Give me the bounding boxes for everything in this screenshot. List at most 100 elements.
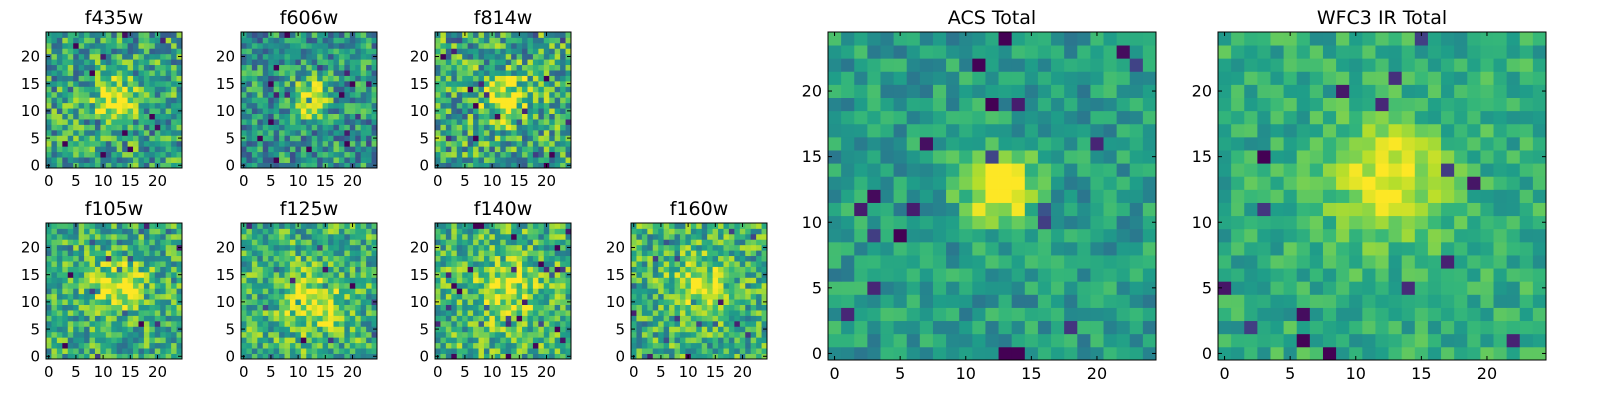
x-tick-label: 10	[94, 172, 113, 190]
heatmap-cell	[67, 348, 74, 354]
heatmap-cell	[122, 64, 128, 71]
heatmap-cell	[257, 37, 264, 44]
heatmap-cell	[527, 48, 534, 55]
heatmap-cell	[451, 42, 458, 49]
heatmap-cell	[750, 310, 757, 316]
heatmap-cell	[371, 233, 378, 240]
heatmap-cell	[328, 97, 334, 104]
heatmap-cell	[51, 239, 58, 246]
heatmap-cell	[718, 320, 724, 327]
heatmap-cell	[543, 331, 550, 338]
heatmap-cell	[89, 64, 96, 71]
heatmap-cell	[360, 37, 367, 44]
heatmap-cell	[1011, 163, 1026, 177]
heatmap-cell	[690, 250, 697, 257]
heatmap-cell	[262, 146, 269, 153]
heatmap-cell	[105, 348, 112, 354]
heatmap-cell	[154, 326, 161, 333]
heatmap-cell	[1037, 281, 1052, 295]
heatmap-cell	[679, 261, 686, 267]
heatmap-cell	[1024, 294, 1039, 308]
heatmap-cell	[355, 42, 362, 49]
heatmap-cell	[707, 348, 713, 354]
heatmap-cell	[456, 119, 463, 125]
heatmap-cell	[338, 239, 345, 246]
heatmap-cell	[522, 113, 528, 120]
heatmap-cell	[51, 228, 58, 235]
heatmap-cell	[138, 228, 145, 235]
heatmap-cell	[1064, 281, 1078, 295]
heatmap-cell	[473, 310, 479, 316]
heatmap-cell	[306, 223, 313, 229]
heatmap-cell	[489, 102, 496, 109]
heatmap-cell	[745, 228, 752, 235]
heatmap-cell	[1051, 294, 1065, 308]
heatmap-cell	[241, 261, 247, 267]
heatmap-cell	[451, 266, 458, 273]
heatmap-cell	[538, 129, 545, 136]
heatmap-cell	[538, 146, 545, 153]
heatmap-cell	[761, 261, 768, 267]
heatmap-cell	[349, 293, 356, 300]
heatmap-cell	[1011, 294, 1026, 308]
heatmap-cell	[62, 97, 69, 104]
heatmap-cell	[565, 293, 572, 300]
heatmap-cell	[549, 124, 556, 131]
heatmap-cell	[154, 239, 161, 246]
heatmap-cell	[489, 53, 496, 60]
heatmap-cell	[338, 255, 345, 262]
heatmap-cell	[241, 331, 247, 338]
heatmap-cell	[701, 299, 708, 305]
heatmap-cell	[138, 277, 145, 284]
heatmap-cell	[360, 348, 367, 354]
heatmap-cell	[527, 320, 534, 327]
heatmap-cell	[371, 151, 378, 158]
heatmap-cell	[456, 326, 463, 333]
heatmap-cell	[56, 80, 63, 87]
heatmap-cell	[56, 348, 63, 354]
heatmap-cell	[257, 129, 264, 136]
heatmap-cell	[500, 59, 507, 66]
x-tick-label: 5	[71, 363, 81, 381]
heatmap-cell	[165, 293, 172, 300]
panel-f814w: f814w 0 5 10 15 20 0 5 10 15 20	[389, 0, 589, 200]
heatmap-cell	[456, 86, 463, 93]
heatmap-cell	[456, 288, 463, 295]
heatmap-cell	[998, 268, 1013, 282]
heatmap-cell	[62, 282, 69, 289]
heatmap-cell	[565, 288, 572, 295]
heatmap-cell	[257, 80, 264, 87]
heatmap-cell	[116, 135, 123, 142]
heatmap-cell	[511, 157, 517, 163]
heatmap-cell	[73, 86, 80, 93]
heatmap-cell	[122, 304, 128, 311]
heatmap-cell	[344, 129, 351, 136]
heatmap-cell	[143, 157, 150, 163]
heatmap-cell	[516, 282, 523, 289]
heatmap-cell	[268, 342, 275, 349]
heatmap-cell	[360, 102, 367, 109]
heatmap-cell	[360, 293, 367, 300]
heatmap-cell	[311, 80, 318, 87]
heatmap-cell	[723, 244, 730, 251]
heatmap-cell	[435, 70, 441, 76]
heatmap-cell	[333, 162, 340, 169]
heatmap-cell	[143, 32, 150, 38]
heatmap-cell	[322, 331, 329, 338]
heatmap-cell	[959, 228, 973, 243]
heatmap-cell	[366, 64, 372, 71]
heatmap-cell	[674, 239, 681, 246]
heatmap-cell	[445, 277, 452, 284]
heatmap-cell	[745, 223, 752, 229]
heatmap-cell	[516, 102, 523, 109]
heatmap-cell	[84, 102, 90, 109]
heatmap-cell	[311, 59, 318, 66]
heatmap-cell	[251, 239, 258, 246]
heatmap-cell	[360, 353, 367, 360]
heatmap-cell	[94, 102, 101, 109]
heatmap-cell	[456, 135, 463, 142]
heatmap-cell	[451, 233, 458, 240]
heatmap-cell	[440, 310, 447, 316]
heatmap-cell	[89, 59, 96, 66]
heatmap-cell	[160, 299, 167, 305]
